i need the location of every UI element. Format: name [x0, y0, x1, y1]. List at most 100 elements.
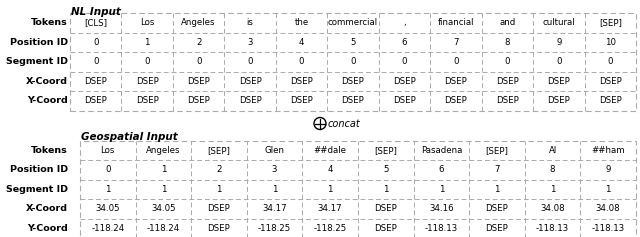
Text: DSEP: DSEP	[496, 96, 519, 105]
Text: 0: 0	[105, 165, 111, 174]
Text: 0: 0	[607, 57, 613, 66]
Text: the: the	[294, 18, 308, 27]
Text: 1: 1	[272, 185, 277, 194]
Text: 34.08: 34.08	[596, 204, 621, 213]
Text: 0: 0	[350, 57, 356, 66]
Text: 1: 1	[494, 185, 500, 194]
Text: DSEP: DSEP	[393, 96, 416, 105]
Bar	[70, 13, 636, 110]
Text: 0: 0	[196, 57, 202, 66]
Text: 0: 0	[247, 57, 253, 66]
Text: Los: Los	[100, 146, 115, 155]
Text: is: is	[246, 18, 253, 27]
Text: DSEP: DSEP	[188, 77, 210, 86]
Text: ,: ,	[403, 18, 406, 27]
Text: -118.13: -118.13	[591, 224, 625, 233]
Text: [SEP]: [SEP]	[207, 146, 230, 155]
Text: DSEP: DSEP	[188, 96, 210, 105]
Text: DSEP: DSEP	[547, 96, 570, 105]
Text: Pasadena: Pasadena	[420, 146, 462, 155]
Text: 0: 0	[93, 38, 99, 47]
Text: NL Input: NL Input	[71, 7, 121, 17]
Text: [SEP]: [SEP]	[599, 18, 621, 27]
Text: Segment ID: Segment ID	[6, 185, 68, 194]
Text: 9: 9	[556, 38, 561, 47]
Text: DSEP: DSEP	[136, 77, 159, 86]
Text: -118.25: -118.25	[258, 224, 291, 233]
Text: DSEP: DSEP	[445, 96, 467, 105]
Text: 0: 0	[453, 57, 459, 66]
Text: DSEP: DSEP	[547, 77, 570, 86]
Text: 34.05: 34.05	[151, 204, 176, 213]
Text: Los: Los	[140, 18, 154, 27]
Text: 6: 6	[438, 165, 444, 174]
Text: Position ID: Position ID	[10, 38, 68, 47]
Text: DSEP: DSEP	[290, 77, 313, 86]
Text: 9: 9	[605, 165, 611, 174]
Text: X-Coord: X-Coord	[26, 204, 68, 213]
Text: -118.25: -118.25	[314, 224, 347, 233]
Text: Angeles: Angeles	[181, 18, 216, 27]
Text: 34.08: 34.08	[540, 204, 565, 213]
Text: 0: 0	[299, 57, 304, 66]
Text: Angeles: Angeles	[146, 146, 180, 155]
Text: 4: 4	[299, 38, 304, 47]
Text: [CLS]: [CLS]	[84, 18, 108, 27]
Text: DSEP: DSEP	[393, 77, 416, 86]
Text: ##dale: ##dale	[314, 146, 347, 155]
Text: DSEP: DSEP	[374, 204, 397, 213]
Text: DSEP: DSEP	[374, 224, 397, 233]
Text: 34.05: 34.05	[95, 204, 120, 213]
Text: DSEP: DSEP	[207, 224, 230, 233]
Text: 2: 2	[196, 38, 202, 47]
Text: -118.13: -118.13	[425, 224, 458, 233]
Text: DSEP: DSEP	[207, 204, 230, 213]
Text: 8: 8	[504, 38, 510, 47]
Text: 0: 0	[556, 57, 561, 66]
Text: [SEP]: [SEP]	[486, 146, 508, 155]
Text: 2: 2	[216, 165, 221, 174]
Text: 1: 1	[145, 38, 150, 47]
Text: 7: 7	[453, 38, 459, 47]
Text: 6: 6	[402, 38, 407, 47]
Text: 0: 0	[504, 57, 510, 66]
Text: 1: 1	[105, 185, 111, 194]
Text: DSEP: DSEP	[239, 96, 262, 105]
Text: Al: Al	[548, 146, 557, 155]
Text: 1: 1	[383, 185, 388, 194]
Text: 1: 1	[550, 185, 556, 194]
Text: cultural: cultural	[543, 18, 575, 27]
Text: Y-Coord: Y-Coord	[28, 224, 68, 233]
Text: -118.13: -118.13	[536, 224, 569, 233]
Text: X-Coord: X-Coord	[26, 77, 68, 86]
Text: DSEP: DSEP	[136, 96, 159, 105]
Text: -118.24: -118.24	[147, 224, 180, 233]
Text: 0: 0	[93, 57, 99, 66]
Text: DSEP: DSEP	[290, 96, 313, 105]
Text: DSEP: DSEP	[239, 77, 262, 86]
Text: 10: 10	[605, 38, 616, 47]
Text: DSEP: DSEP	[486, 204, 508, 213]
Text: 8: 8	[550, 165, 556, 174]
Text: 5: 5	[350, 38, 356, 47]
Text: DSEP: DSEP	[445, 77, 467, 86]
Text: DSEP: DSEP	[342, 96, 364, 105]
Text: Position ID: Position ID	[10, 165, 68, 174]
Text: DSEP: DSEP	[486, 224, 508, 233]
Text: DSEP: DSEP	[496, 77, 519, 86]
Text: 1: 1	[161, 165, 166, 174]
Text: DSEP: DSEP	[84, 77, 107, 86]
Text: and: and	[499, 18, 515, 27]
Text: 1: 1	[328, 185, 333, 194]
Text: 34.16: 34.16	[429, 204, 454, 213]
Text: Tokens: Tokens	[31, 146, 68, 155]
Text: 1: 1	[216, 185, 221, 194]
Text: commercial: commercial	[328, 18, 378, 27]
Text: Geospatial Input: Geospatial Input	[81, 132, 178, 142]
Text: 0: 0	[402, 57, 407, 66]
Text: 3: 3	[272, 165, 277, 174]
Text: DSEP: DSEP	[599, 96, 621, 105]
Text: DSEP: DSEP	[342, 77, 364, 86]
Text: 34.17: 34.17	[318, 204, 342, 213]
Text: 5: 5	[383, 165, 388, 174]
